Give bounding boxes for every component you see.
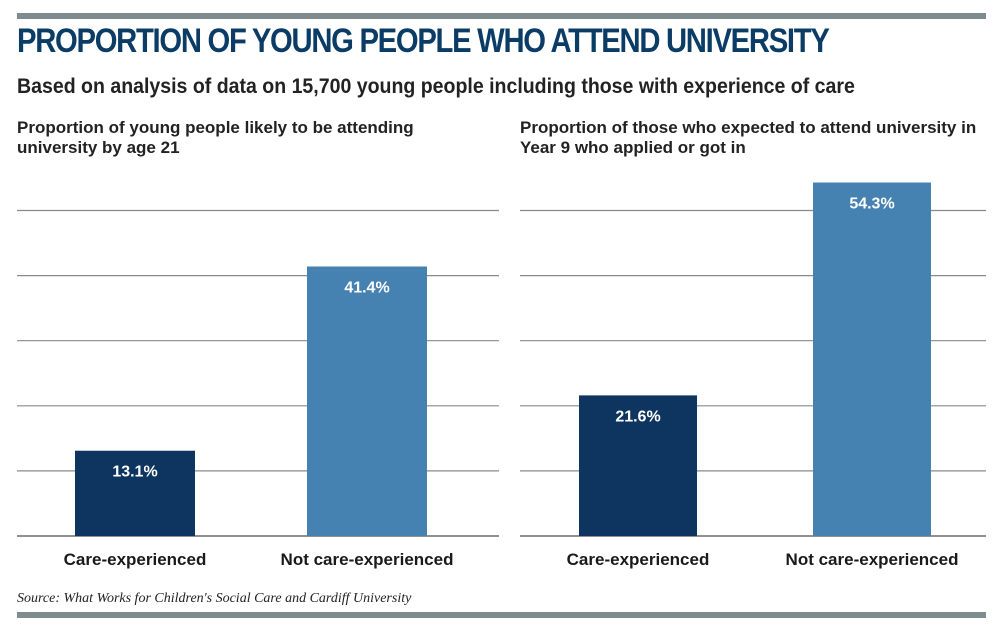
category-label: Not care-experienced <box>786 550 959 569</box>
panel-left-title: Proportion of young people likely to be … <box>17 118 414 157</box>
source-note: Source: What Works for Children's Social… <box>17 591 412 606</box>
bar-chart-right: 21.6% Care-experienced 54.3% Not care-exper… <box>520 182 986 569</box>
top-rule <box>17 13 986 19</box>
bar-value-label: 13.1% <box>112 464 157 481</box>
panel-right: Proportion of those who expected to atte… <box>520 118 986 578</box>
category-label: Not care-experienced <box>281 550 454 569</box>
bar-not-care-experienced <box>307 266 427 536</box>
category-label: Care-experienced <box>567 550 710 569</box>
panel-right-title: Proportion of those who expected to atte… <box>520 118 977 157</box>
bar-care-experienced <box>579 395 697 536</box>
bar-chart-left: 13.1% Care-experienced 41.4% Not care-exper… <box>17 209 499 569</box>
category-label: Care-experienced <box>64 550 207 569</box>
panel-left: Proportion of young people likely to be … <box>17 118 499 578</box>
chart-title: PROPORTION OF YOUNG PEOPLE WHO ATTEND UN… <box>17 22 830 60</box>
bar-value-label: 41.4% <box>344 279 389 296</box>
bottom-rule <box>17 612 986 618</box>
bar-value-label: 21.6% <box>615 408 660 425</box>
bar-not-care-experienced <box>813 182 931 536</box>
chart-subtitle: Based on analysis of data on 15,700 youn… <box>17 75 855 98</box>
bar-value-label: 54.3% <box>849 196 894 213</box>
bar-care-experienced <box>75 450 195 536</box>
